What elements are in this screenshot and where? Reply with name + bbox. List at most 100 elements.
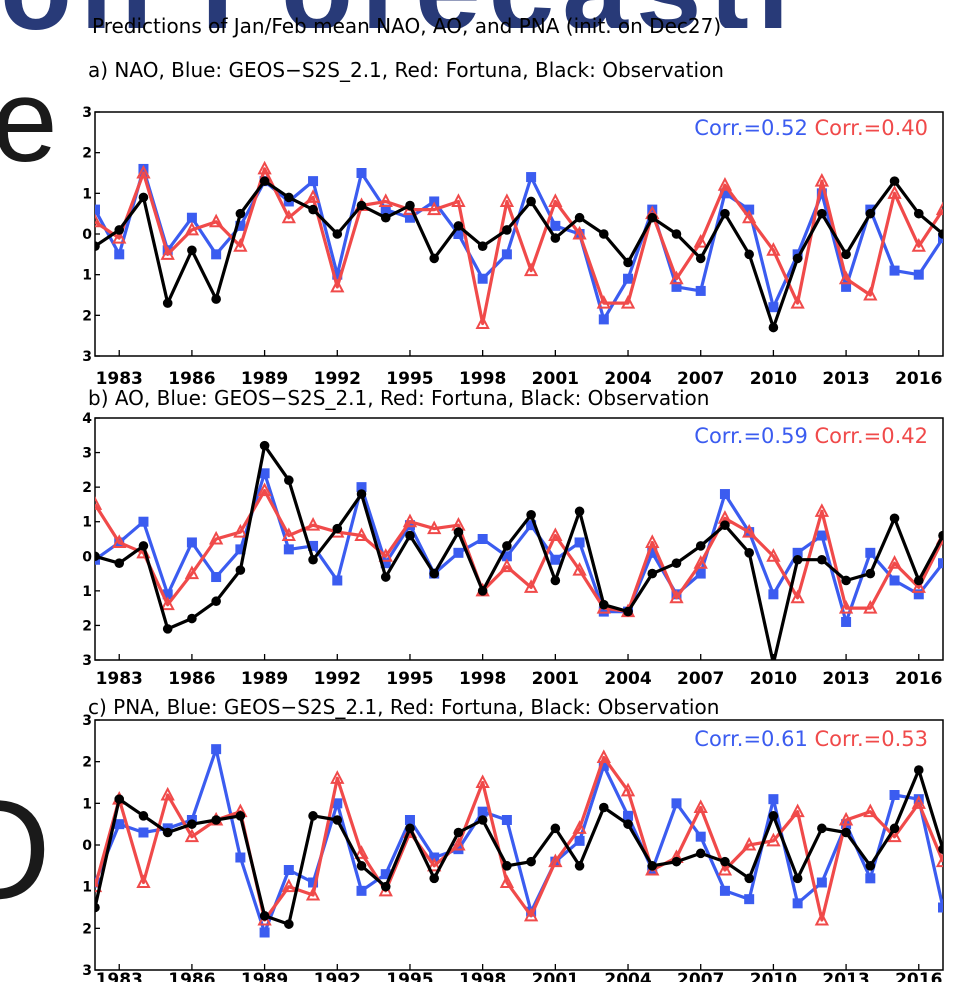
data-point (792, 873, 803, 884)
plot-area (95, 744, 943, 938)
data-point (695, 285, 706, 296)
x-tick-label: 2010 (750, 970, 797, 982)
data-point (184, 565, 200, 580)
data-point (95, 204, 100, 215)
data-point (332, 229, 343, 239)
y-tick-label: 3 (82, 446, 92, 462)
data-point (380, 212, 391, 223)
data-point (938, 229, 943, 239)
data-point (935, 853, 943, 868)
data-point (501, 815, 512, 825)
data-point (623, 819, 633, 829)
data-point (574, 212, 585, 223)
y-tick-label: 3 (82, 105, 92, 121)
x-tick-label: 1995 (386, 970, 433, 982)
data-point (814, 503, 830, 517)
y-tick-label: 2 (82, 618, 92, 634)
data-point (887, 185, 902, 199)
data-point (451, 836, 466, 851)
x-tick-label: 1989 (241, 369, 288, 389)
data-point (475, 774, 490, 788)
data-point (572, 820, 587, 834)
data-point (95, 241, 100, 251)
data-point (742, 209, 757, 224)
data-point (380, 204, 391, 215)
data-point (623, 606, 633, 617)
data-point (790, 589, 805, 604)
data-point (550, 554, 561, 565)
x-tick-label: 2013 (822, 369, 869, 389)
x-tick-label: 1992 (314, 669, 361, 689)
data-point (281, 527, 296, 542)
data-point (766, 832, 781, 847)
data-point (308, 204, 318, 215)
y-tick-label: 1 (82, 515, 92, 531)
data-point (235, 220, 246, 231)
data-point (233, 238, 248, 252)
slide-left-text-top: e (0, 55, 58, 187)
data-point (284, 919, 294, 929)
data-point (550, 575, 561, 586)
data-point (623, 257, 633, 268)
x-tick-label: 2004 (604, 369, 651, 389)
x-tick-label: 1986 (168, 970, 215, 982)
y-tick-label: 0 (82, 549, 92, 565)
data-point (693, 799, 708, 813)
x-tick-label: 2016 (895, 669, 942, 689)
data-point (453, 229, 464, 239)
plot-frame (94, 719, 944, 971)
data-point (814, 172, 830, 187)
data-point (501, 551, 512, 562)
data-point (160, 786, 175, 801)
data-point (742, 523, 757, 538)
data-point (186, 537, 197, 548)
data-point (817, 208, 827, 219)
data-point (404, 520, 415, 531)
data-point (308, 877, 319, 888)
data-point (477, 534, 488, 544)
x-tick-label: 1983 (96, 970, 143, 982)
data-point (865, 208, 876, 219)
data-point (208, 213, 224, 228)
data-point (114, 249, 125, 260)
data-point (427, 520, 442, 535)
series-line-observation (95, 444, 943, 660)
data-point (599, 802, 609, 813)
data-point (526, 510, 536, 520)
data-point (477, 806, 488, 817)
data-point (405, 823, 415, 834)
data-point (332, 269, 343, 280)
data-point (865, 861, 876, 871)
data-point (695, 253, 706, 264)
data-point (138, 811, 149, 821)
data-point (259, 176, 270, 186)
x-tick-label: 1998 (459, 669, 506, 689)
data-point (596, 749, 611, 763)
data-point (720, 856, 730, 867)
data-point (114, 819, 125, 830)
data-point (187, 819, 197, 829)
data-point (235, 811, 246, 821)
y-tick-label: 3 (82, 653, 92, 669)
data-point (841, 249, 851, 260)
data-point (816, 188, 827, 199)
x-tick-label: 1995 (386, 369, 433, 389)
y-tick-label: 2 (82, 146, 92, 162)
data-point (717, 177, 733, 191)
x-tick-label: 2004 (604, 970, 651, 982)
data-point (402, 513, 418, 528)
y-tick-label: 2 (82, 755, 92, 771)
data-point (235, 208, 246, 219)
data-point (817, 554, 827, 565)
data-point (305, 886, 321, 901)
data-point (574, 537, 585, 548)
data-point (380, 881, 391, 892)
x-tick-label: 2013 (822, 970, 869, 982)
x-tick-label: 2016 (895, 970, 942, 982)
data-point (308, 176, 319, 187)
data-point (647, 568, 658, 579)
y-tick-label: 3 (82, 713, 92, 729)
data-point (719, 188, 730, 199)
data-point (865, 547, 876, 558)
